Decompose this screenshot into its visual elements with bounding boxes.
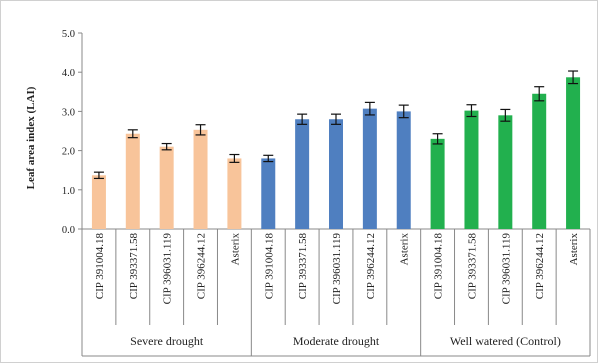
x-group-label: Well watered (Control) <box>450 334 561 348</box>
bar <box>193 129 208 229</box>
bar <box>125 133 140 229</box>
x-tick-label: Asterix <box>399 233 411 266</box>
x-tick-label: CIP 393371.58 <box>297 233 309 300</box>
y-tick-label: 3.0 <box>62 107 75 118</box>
y-tick-label: 0.0 <box>62 225 75 236</box>
bar <box>91 175 106 229</box>
x-tick-label: CIP 396031.119 <box>500 233 512 305</box>
bar <box>261 158 276 229</box>
bar <box>227 158 242 229</box>
y-tick-label: 4.0 <box>62 68 75 79</box>
bar <box>464 110 479 229</box>
x-tick-label: Asterix <box>568 233 580 266</box>
x-group-label: Severe drought <box>130 334 204 348</box>
bar <box>532 93 547 229</box>
x-tick-label: CIP 396031.119 <box>162 233 174 305</box>
bar <box>430 138 445 229</box>
y-tick-label: 1.0 <box>62 186 75 197</box>
x-tick-label: CIP 396244.12 <box>196 233 208 299</box>
plot-area: 0.0 1.0 2.0 3.0 4.0 5.0 CIP 391004.18 CIP 39337… <box>62 29 591 357</box>
bar <box>396 111 411 229</box>
bar <box>159 146 174 229</box>
x-group-label: Moderate drought <box>293 334 380 348</box>
x-tick-label: Asterix <box>229 233 241 266</box>
x-tick-label: CIP 396244.12 <box>365 233 377 299</box>
x-tick-label: CIP 391004.18 <box>263 233 275 300</box>
x-tick-label: CIP 396031.119 <box>331 233 343 305</box>
bar <box>566 77 581 230</box>
bar <box>362 108 377 229</box>
x-tick-label: CIP 393371.58 <box>466 233 478 300</box>
bar <box>329 119 343 229</box>
x-tick-label: CIP 396244.12 <box>534 233 546 299</box>
x-tick-label: CIP 391004.18 <box>433 233 445 300</box>
x-tick-label: CIP 393371.58 <box>128 233 140 300</box>
bar <box>295 119 310 229</box>
bar <box>498 115 513 229</box>
y-tick-label: 5.0 <box>62 29 75 40</box>
y-tick-label: 2.0 <box>62 147 75 158</box>
x-tick-label: CIP 391004.18 <box>94 233 106 300</box>
y-axis-label: Leaf area index (LAI) <box>25 86 37 189</box>
